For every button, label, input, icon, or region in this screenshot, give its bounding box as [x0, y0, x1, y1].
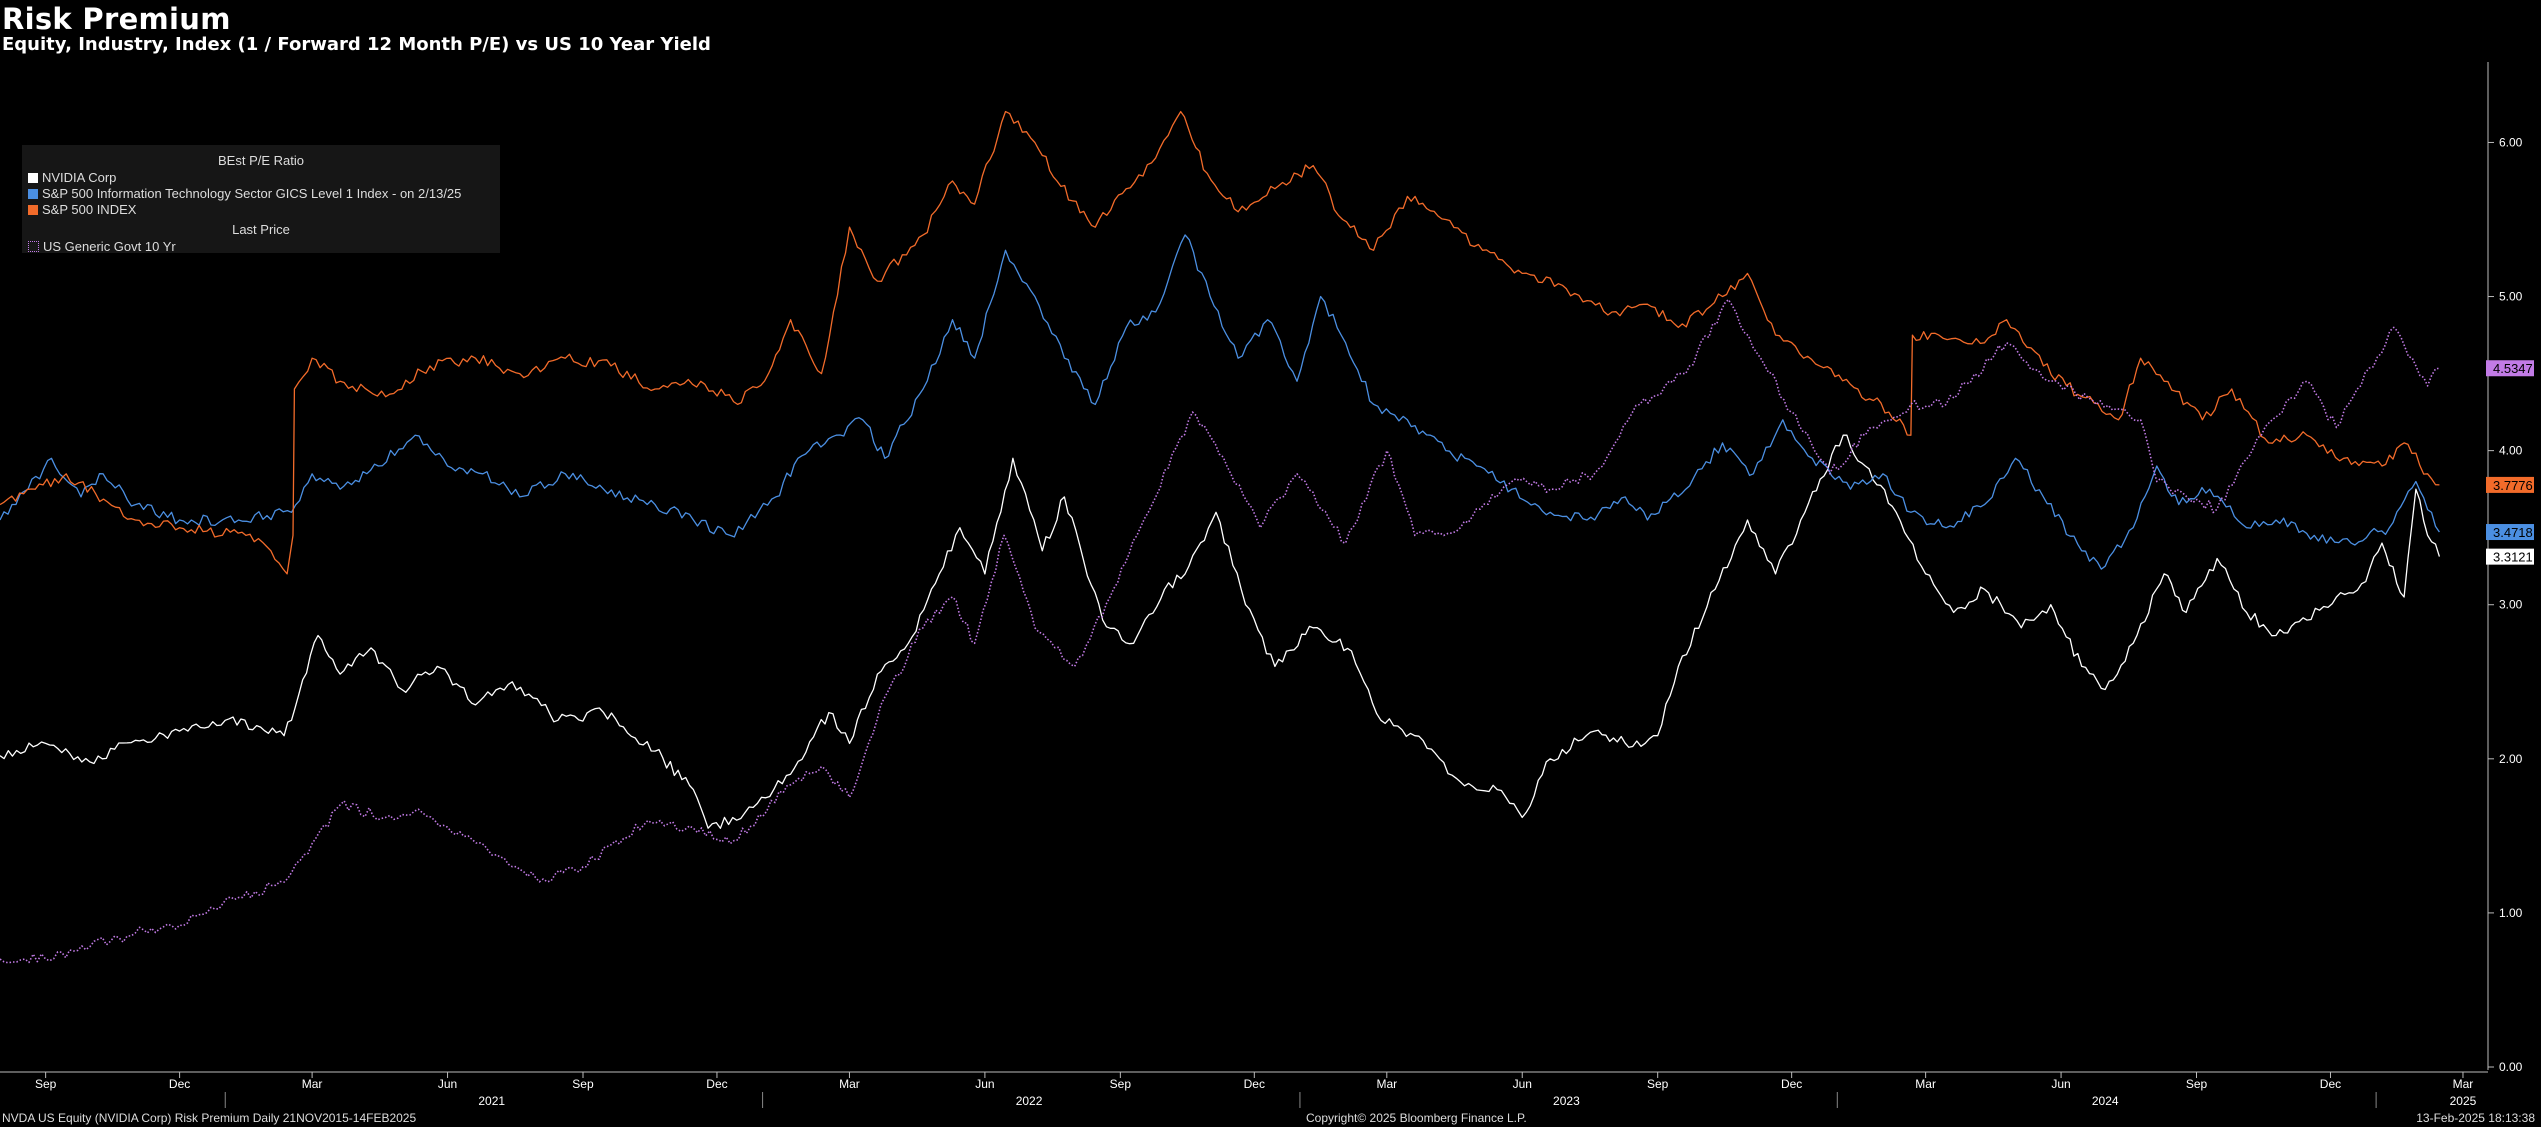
legend-group2-title: Last Price [232, 222, 290, 237]
axes: 0.00 1.00 2.00 3.00 4.00 5.00 6.00 Sep Dec Mar Jun… [0, 62, 2523, 1108]
footer-left: NVDA US Equity (NVIDIA Corp) Risk Premiu… [2, 1111, 417, 1125]
y-tick-label-5: 5.00 [2499, 290, 2523, 304]
year-label-4: 2024 [2092, 1094, 2119, 1108]
y-tick-label-1: 1.00 [2499, 906, 2523, 920]
year-label-5: 2025 [2450, 1094, 2477, 1108]
legend-label-nvidia: NVIDIA Corp [42, 170, 117, 185]
y-tick-label-6: 6.00 [2499, 135, 2523, 149]
x-tick-label-13: Dec [1781, 1077, 1802, 1091]
legend-swatch-sp500 [28, 205, 38, 215]
legend-item-us10y: US Generic Govt 10 Yr [28, 239, 500, 255]
y-tick-label-0: 0.00 [2499, 1060, 2523, 1074]
series-line-1 [0, 234, 2440, 570]
x-tick-label-0: Sep [35, 1077, 57, 1091]
series-line-0 [0, 434, 2441, 829]
x-tick-label-9: Dec [1244, 1077, 1265, 1091]
legend-label-us10y: US Generic Govt 10 Yr [43, 239, 176, 254]
last-value-label-2: 3.4718 [2493, 525, 2533, 540]
x-tick-label-1: Dec [169, 1077, 190, 1091]
legend: BEst P/E Ratio NVIDIA Corp S&P 500 Infor… [22, 145, 500, 255]
last-value-label-1: 3.7776 [2493, 478, 2533, 493]
chart-title: Risk Premium [2, 2, 231, 36]
legend-item-sp500: S&P 500 INDEX [28, 202, 500, 218]
series-line-2 [0, 110, 2440, 575]
x-tick-label-2: Mar [302, 1077, 323, 1091]
footer-copyright: Copyright© 2025 Bloomberg Finance L.P. [1306, 1111, 1527, 1125]
x-tick-label-15: Jun [2051, 1077, 2070, 1091]
legend-group1-title: BEst P/E Ratio [218, 153, 304, 168]
series-line-3 [0, 298, 2440, 964]
last-value-badge-0 [2486, 360, 2534, 377]
legend-label-tech-sector: S&P 500 Information Technology Sector GI… [42, 186, 462, 201]
x-tick-label-11: Jun [1513, 1077, 1532, 1091]
x-tick-label-8: Sep [1110, 1077, 1132, 1091]
y-tick-label-4: 4.00 [2499, 444, 2523, 458]
last-value-label-0: 4.5347 [2493, 361, 2533, 376]
x-tick-label-10: Mar [1376, 1077, 1397, 1091]
x-tick-label-18: Mar [2453, 1077, 2474, 1091]
x-tick-label-6: Mar [839, 1077, 860, 1091]
last-value-label-3: 3.3121 [2493, 550, 2533, 565]
footer-timestamp: 13-Feb-2025 18:13:38 [2416, 1111, 2535, 1125]
x-tick-label-16: Sep [2186, 1077, 2208, 1091]
y-tick-label-3: 3.00 [2499, 598, 2523, 612]
x-tick-label-14: Mar [1915, 1077, 1936, 1091]
legend-item-tech-sector: S&P 500 Information Technology Sector GI… [28, 186, 500, 202]
x-tick-label-7: Jun [975, 1077, 994, 1091]
legend-item-nvidia: NVIDIA Corp [28, 170, 500, 186]
last-value-badge-1 [2486, 476, 2534, 493]
legend-swatch-nvidia [28, 173, 38, 183]
y-tick-label-2: 2.00 [2499, 752, 2523, 766]
x-tick-label-17: Dec [2320, 1077, 2341, 1091]
last-value-badge-2 [2486, 524, 2534, 541]
x-tick-label-3: Jun [438, 1077, 457, 1091]
x-tick-label-12: Sep [1647, 1077, 1669, 1091]
year-label-2: 2022 [1016, 1094, 1043, 1108]
legend-swatch-tech-sector [28, 189, 38, 199]
year-label-3: 2023 [1553, 1094, 1580, 1108]
last-value-badge-3 [2486, 548, 2534, 565]
legend-label-sp500: S&P 500 INDEX [42, 202, 137, 217]
x-tick-label-5: Dec [706, 1077, 727, 1091]
year-label-1: 2021 [478, 1094, 505, 1108]
legend-swatch-us10y [28, 241, 39, 252]
chart-subtitle: Equity, Industry, Index (1 / Forward 12 … [2, 34, 711, 55]
x-tick-label-4: Sep [572, 1077, 594, 1091]
last-value-labels: 4.5347 3.7776 3.4718 3.3121 [2486, 360, 2534, 565]
series-lines [0, 110, 2441, 964]
